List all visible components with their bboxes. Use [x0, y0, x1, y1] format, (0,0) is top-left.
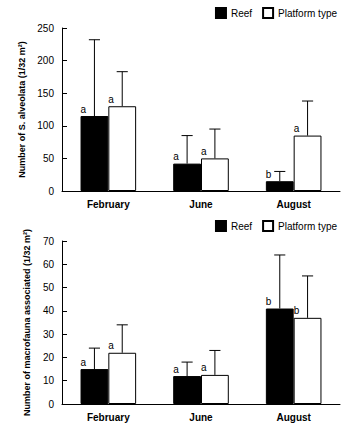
svg-text:a: a [173, 364, 179, 375]
svg-text:Reef: Reef [231, 8, 252, 19]
svg-text:0: 0 [48, 186, 54, 197]
svg-text:June: June [189, 412, 213, 423]
svg-text:a: a [201, 146, 207, 157]
svg-text:a: a [81, 357, 87, 368]
svg-text:50: 50 [43, 153, 55, 164]
svg-text:200: 200 [37, 55, 54, 66]
svg-text:100: 100 [37, 120, 54, 131]
svg-text:50: 50 [43, 282, 55, 293]
svg-text:70: 70 [43, 236, 55, 247]
svg-text:August: August [276, 199, 311, 210]
svg-text:February: February [87, 199, 130, 210]
svg-text:40: 40 [43, 305, 55, 316]
svg-text:June: June [189, 199, 213, 210]
svg-text:b: b [266, 296, 272, 307]
svg-text:a: a [81, 104, 87, 115]
svg-text:a: a [108, 94, 114, 105]
svg-text:Number of macrofauna associate: Number of macrofauna associated (1/32 m²… [22, 229, 32, 416]
svg-text:Platform type: Platform type [278, 221, 337, 232]
svg-text:250: 250 [37, 23, 54, 34]
svg-text:20: 20 [43, 352, 55, 363]
svg-text:60: 60 [43, 259, 55, 270]
svg-text:b: b [294, 305, 300, 316]
svg-text:Platform type: Platform type [278, 8, 337, 19]
svg-text:0: 0 [48, 399, 54, 410]
svg-text:a: a [294, 123, 300, 134]
svg-text:Reef: Reef [231, 221, 252, 232]
svg-text:a: a [108, 340, 114, 351]
svg-text:a: a [201, 362, 207, 373]
svg-text:b: b [266, 169, 272, 180]
svg-text:a: a [173, 151, 179, 162]
svg-text:February: February [87, 412, 130, 423]
svg-text:10: 10 [43, 375, 55, 386]
svg-text:Number of S. alveolata (1/32 m: Number of S. alveolata (1/32 m²) [17, 41, 27, 178]
svg-text:30: 30 [43, 329, 55, 340]
svg-text:150: 150 [37, 88, 54, 99]
svg-text:August: August [276, 412, 311, 423]
